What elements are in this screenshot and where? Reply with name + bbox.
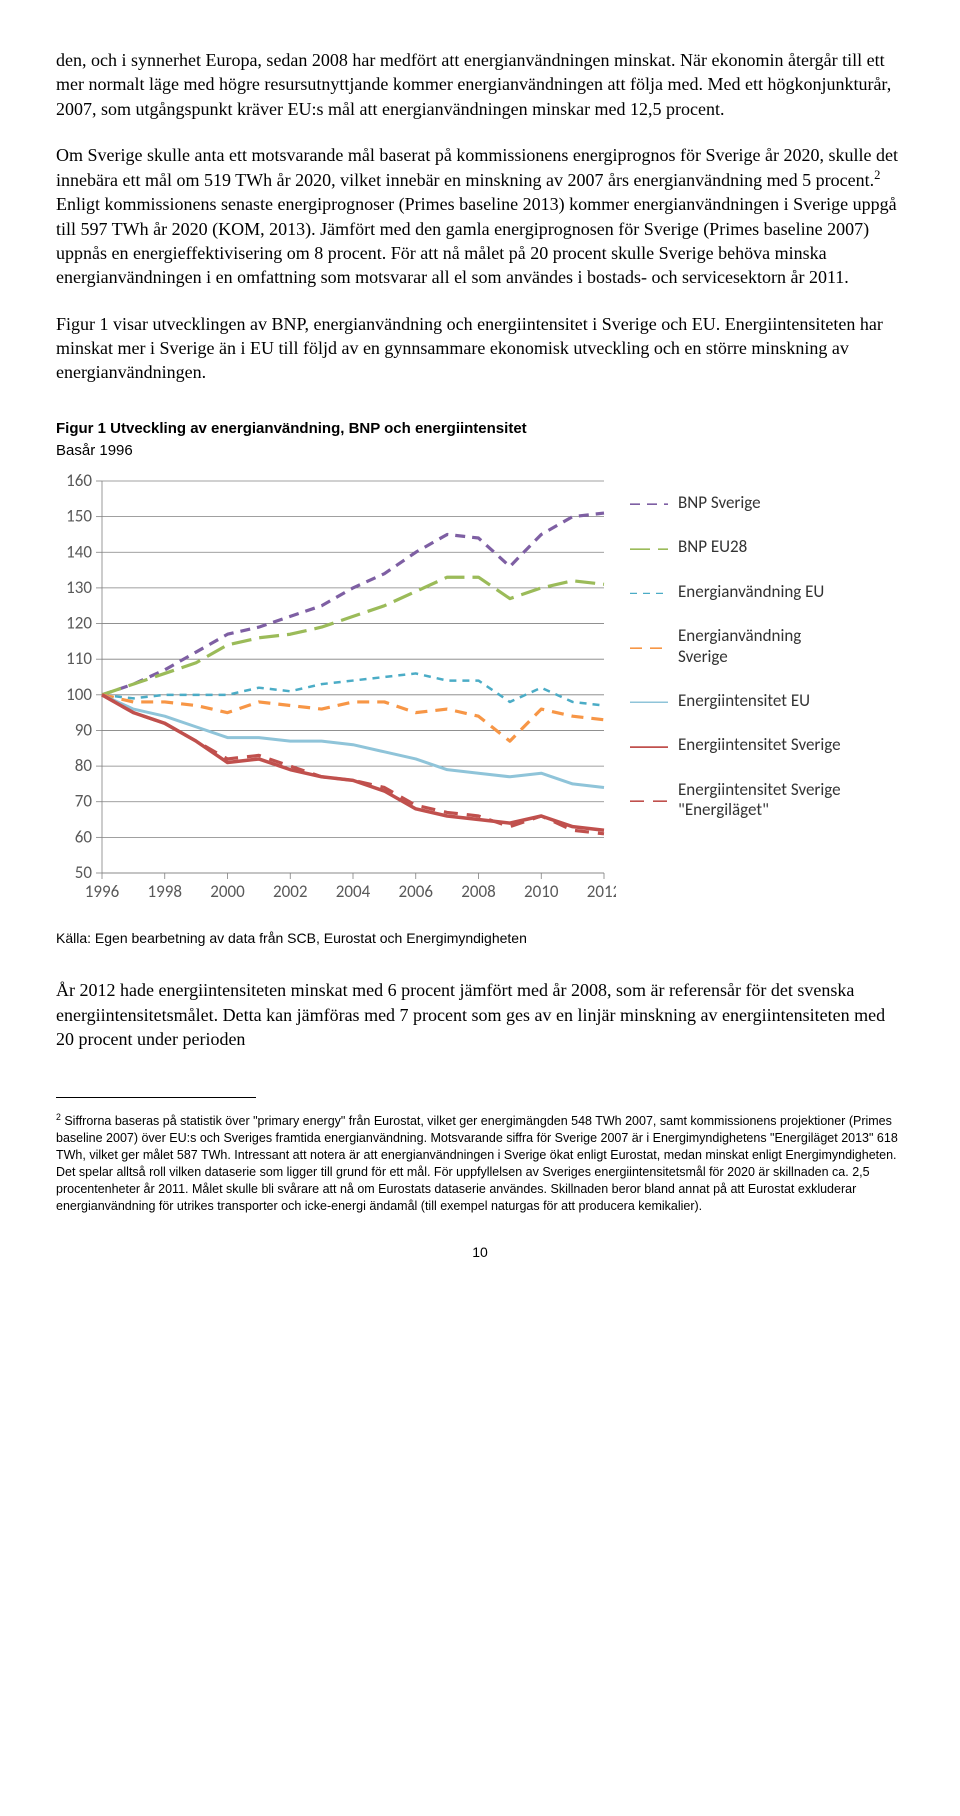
svg-text:2010: 2010 [524,881,559,902]
line-chart: 50 60 70 80 90 100 110 120 130 140 150 160 1996 1998 2… [56,473,616,913]
figure-source: Källa: Egen bearbetning av data från SCB… [56,929,904,948]
chart-container: 50 60 70 80 90 100 110 120 130 140 150 160 1996 1998 2… [56,473,904,919]
paragraph-2: Om Sverige skulle anta ett motsvarande m… [56,143,904,290]
svg-text:2004: 2004 [336,881,371,902]
svg-text:2008: 2008 [461,881,495,902]
footnote-2: 2 Siffrorna baseras på statistik över "p… [56,1112,904,1214]
legend-label: BNP EU28 [678,537,747,557]
legend-label: Energianvändning Sverige [678,626,848,667]
chart-legend: BNP Sverige BNP EU28 Energianvändning EU En… [630,473,848,821]
chart-svg-wrap: 50 60 70 80 90 100 110 120 130 140 150 160 1996 1998 2… [56,473,616,919]
legend-label: Energiintensitet EU [678,691,810,711]
svg-text:50: 50 [75,862,93,883]
svg-text:60: 60 [75,826,93,847]
footnote-text: Siffrorna baseras på statistik över "pri… [56,1114,898,1212]
footnote-ref-2: 2 [874,168,880,182]
paragraph-3: Figur 1 visar utvecklingen av BNP, energ… [56,312,904,385]
legend-item-bnp_se: BNP Sverige [630,493,848,513]
figure-subtitle: Basår 1996 [56,441,904,461]
svg-text:1996: 1996 [85,881,120,902]
svg-text:120: 120 [66,613,92,634]
paragraph-1: den, och i synnerhet Europa, sedan 2008 … [56,48,904,121]
legend-item-intens_se_el: Energiintensitet Sverige "Energiläget" [630,780,848,821]
svg-text:110: 110 [66,648,92,669]
legend-item-energi_eu: Energianvändning EU [630,582,848,602]
paragraph-2a: Om Sverige skulle anta ett motsvarande m… [56,145,898,190]
svg-text:160: 160 [66,473,92,491]
footnote-separator [56,1097,256,1098]
svg-text:2000: 2000 [210,881,245,902]
legend-label: Energianvändning EU [678,582,824,602]
svg-text:100: 100 [66,684,92,705]
svg-text:140: 140 [66,541,92,562]
page-number: 10 [56,1243,904,1262]
legend-item-bnp_eu: BNP EU28 [630,537,848,557]
figure-title: Figur 1 Utveckling av energianvändning, … [56,419,904,439]
svg-text:2006: 2006 [399,881,434,902]
svg-text:2012: 2012 [587,881,616,902]
svg-text:150: 150 [66,506,92,527]
legend-item-intens_se: Energiintensitet Sverige [630,735,848,755]
legend-label: Energiintensitet Sverige "Energiläget" [678,780,848,821]
svg-text:90: 90 [75,720,93,741]
svg-text:2002: 2002 [273,881,307,902]
legend-item-intens_eu: Energiintensitet EU [630,691,848,711]
svg-text:130: 130 [66,577,92,598]
legend-item-energi_se: Energianvändning Sverige [630,626,848,667]
paragraph-4: År 2012 hade energiintensiteten minskat … [56,978,904,1051]
svg-text:70: 70 [75,791,93,812]
svg-text:80: 80 [75,755,93,776]
legend-label: BNP Sverige [678,493,761,513]
svg-text:1998: 1998 [148,881,182,902]
paragraph-2b: Enligt kommissionens senaste energiprogn… [56,194,897,287]
legend-label: Energiintensitet Sverige [678,735,841,755]
